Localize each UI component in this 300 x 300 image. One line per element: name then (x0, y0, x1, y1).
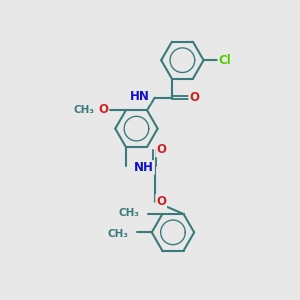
Text: O: O (156, 195, 166, 208)
Text: O: O (190, 91, 200, 104)
Text: CH₃: CH₃ (118, 208, 140, 218)
Text: O: O (156, 143, 166, 156)
Text: Cl: Cl (218, 54, 231, 67)
Text: O: O (98, 103, 108, 116)
Text: HN: HN (130, 90, 149, 103)
Text: CH₃: CH₃ (73, 105, 94, 115)
Text: NH: NH (134, 161, 154, 174)
Text: CH₃: CH₃ (108, 229, 129, 239)
